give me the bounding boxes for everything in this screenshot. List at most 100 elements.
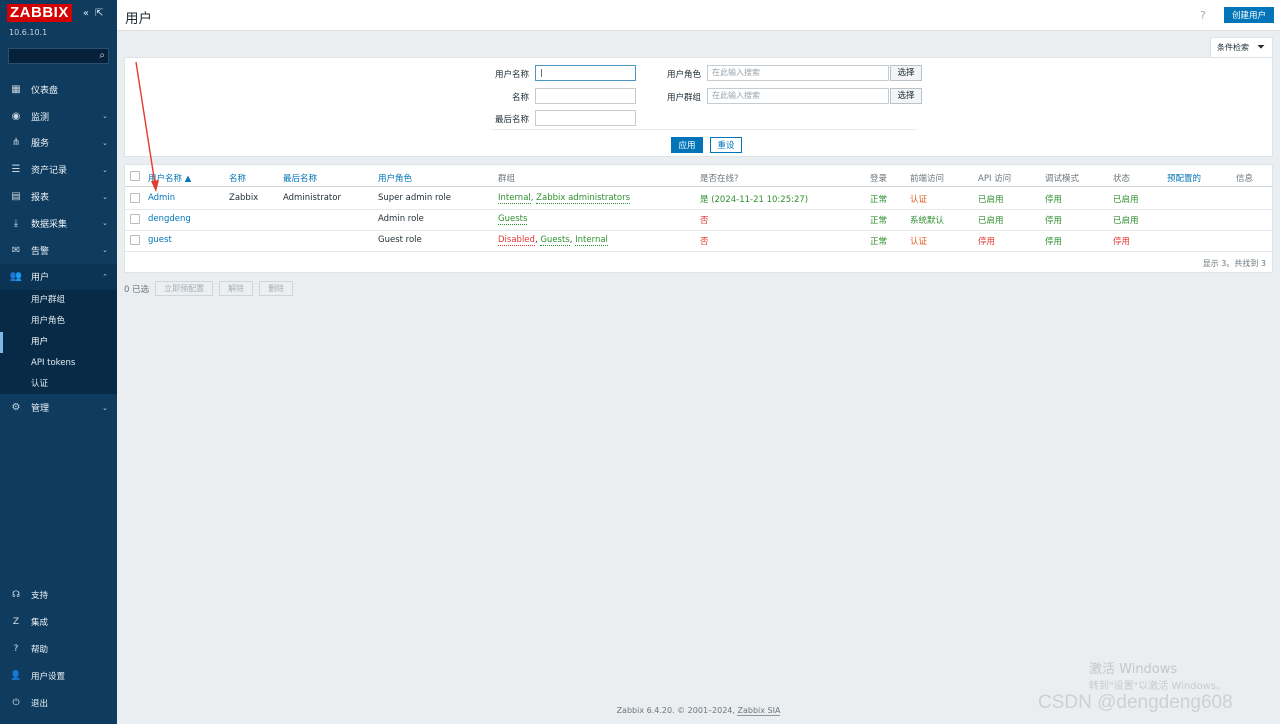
col-username[interactable]: 用户名称 ▲: [148, 174, 192, 184]
sidebar-search-input[interactable]: ⌕: [8, 48, 109, 64]
lastname-input[interactable]: [535, 110, 636, 126]
group-link[interactable]: Guests: [498, 214, 528, 225]
kiosk-mode-icon[interactable]: ⇱: [94, 7, 104, 19]
name-input[interactable]: [535, 88, 636, 104]
menu-alerts[interactable]: ✉ 告警 ⌄: [0, 237, 117, 264]
user-group-input[interactable]: 在此输入搜索: [707, 88, 889, 104]
menu-signout[interactable]: ⏻ 退出: [0, 689, 117, 716]
menu-services[interactable]: ⋔ 服务 ⌄: [0, 130, 117, 157]
submenu-user-groups[interactable]: 用户群组: [31, 295, 66, 306]
submenu-api-tokens[interactable]: API tokens: [31, 357, 76, 368]
selected-count: 0 已选: [124, 284, 150, 295]
apply-button[interactable]: 应用: [671, 137, 703, 153]
row-checkbox[interactable]: [130, 193, 140, 203]
logo-row: ZABBIX « ⇱: [0, 0, 117, 26]
menu-administration[interactable]: ⚙ 管理 ⌄: [0, 394, 117, 421]
user-status[interactable]: 已启用: [1113, 216, 1139, 226]
user-role-select-button[interactable]: 选择: [890, 65, 922, 81]
username-input[interactable]: |: [535, 65, 636, 81]
user-role-input[interactable]: 在此输入搜索: [707, 65, 889, 81]
activate-windows-hint: 转到"设置"以激活 Windows。: [1089, 681, 1227, 692]
col-role[interactable]: 用户角色: [378, 174, 413, 184]
col-status: 状态: [1113, 174, 1131, 184]
zabbix-logo[interactable]: ZABBIX: [7, 4, 72, 22]
col-lastname[interactable]: 最后名称: [283, 174, 318, 184]
integrations-icon: Z: [12, 617, 20, 628]
username-link[interactable]: guest: [148, 235, 172, 245]
chevron-down-icon: ⌄: [102, 138, 108, 147]
sidebar: ZABBIX « ⇱ 10.6.10.1 ⌕ ▦ 仪表盘 ◉ 监测 ⌄ ⋔ 服务…: [0, 0, 117, 724]
activate-windows-title: 激活 Windows: [1089, 662, 1178, 677]
col-login: 登录: [870, 174, 888, 184]
user-status[interactable]: 已启用: [1113, 195, 1139, 205]
user-role-label: 用户角色: [666, 70, 701, 80]
help-icon[interactable]: ?: [1200, 9, 1206, 22]
submenu-authentication[interactable]: 认证: [31, 378, 49, 389]
menu-help[interactable]: ? 帮助: [0, 636, 117, 663]
submenu-user-roles[interactable]: 用户角色: [31, 316, 66, 327]
footer: Zabbix 6.4.20. © 2001–2024, Zabbix SIA: [616, 706, 781, 716]
online-status: 是 (2024-11-21 10:25:27): [700, 195, 809, 205]
group-link[interactable]: Disabled: [498, 235, 535, 246]
users-submenu: 用户群组 用户角色 用户 API tokens 认证: [0, 290, 117, 395]
bottom-menu: ☊ 支持 Z 集成 ? 帮助 👤 用户设置 ⏻ 退出: [0, 582, 117, 716]
user-icon: 👤: [10, 670, 22, 681]
filter-icon: ⏷: [1257, 42, 1265, 53]
main-content: 用户 ? 创建用户 条件检索 ⏷ 用户名称 | 名称 最后名称 用户角色 在此输…: [117, 0, 1280, 724]
user-groups: Internal, Zabbix administrators: [498, 193, 631, 204]
filter-panel: 用户名称 | 名称 最后名称 用户角色 在此输入搜索 选择 用户群组 在此输入搜…: [124, 57, 1273, 157]
group-link[interactable]: Internal: [498, 193, 531, 204]
user-status[interactable]: 停用: [1113, 237, 1131, 247]
page-title: 用户: [125, 11, 152, 27]
submenu-users[interactable]: 用户: [0, 331, 117, 353]
user-name: Zabbix: [229, 193, 259, 203]
menu-data-collection[interactable]: ⤓ 数据采集 ⌄: [0, 210, 117, 237]
mail-icon: ✉: [11, 244, 21, 256]
reset-button[interactable]: 重设: [710, 137, 742, 153]
username-link[interactable]: Admin: [148, 193, 176, 203]
menu-dashboard[interactable]: ▦ 仪表盘: [0, 76, 117, 103]
online-status: 否: [700, 237, 709, 247]
api-access: 已启用: [978, 216, 1004, 226]
menu-user-settings[interactable]: 👤 用户设置: [10, 670, 66, 682]
col-info: 信息: [1236, 174, 1254, 184]
footer-link[interactable]: Zabbix SIA: [737, 706, 781, 716]
user-lastname: Administrator: [283, 193, 341, 203]
download-icon: ⤓: [13, 217, 19, 229]
user-group-select-button[interactable]: 选择: [890, 88, 922, 104]
menu-monitoring[interactable]: ◉ 监测 ⌄: [0, 103, 117, 130]
username-label: 用户名称: [494, 70, 529, 80]
menu-users[interactable]: 👥 用户 ⌃: [0, 263, 117, 291]
username-link[interactable]: dengdeng: [148, 214, 191, 224]
create-user-button[interactable]: 创建用户: [1223, 7, 1274, 23]
power-icon: ⏻: [12, 697, 20, 708]
user-group-label: 用户群组: [666, 93, 701, 103]
csdn-watermark: CSDN @dengdeng608: [1038, 692, 1233, 713]
col-name[interactable]: 名称: [229, 174, 247, 184]
chevron-down-icon: ⌄: [102, 112, 108, 121]
delete-button[interactable]: 删除: [259, 281, 294, 296]
row-checkbox[interactable]: [130, 235, 140, 245]
online-status: 否: [700, 216, 709, 226]
menu-inventory[interactable]: ☰ 资产记录 ⌄: [0, 156, 117, 183]
menu-reports[interactable]: ▤ 报表 ⌄: [0, 183, 117, 210]
menu-support[interactable]: ☊ 支持: [12, 590, 49, 602]
search-icon[interactable]: ⌕: [99, 50, 105, 61]
group-link[interactable]: Internal: [575, 235, 608, 246]
frontend-access: 认证: [910, 237, 928, 247]
col-provisioned[interactable]: 预配置的: [1167, 174, 1202, 184]
row-checkbox[interactable]: [130, 214, 140, 224]
unblock-button[interactable]: 解除: [219, 281, 254, 296]
chevron-down-icon: ⌄: [102, 403, 108, 412]
menu-integrations[interactable]: Z 集成: [0, 609, 117, 636]
col-groups: 群组: [498, 174, 516, 184]
login-status: 正常: [870, 195, 888, 205]
debug-mode: 停用: [1045, 195, 1063, 205]
filter-tab[interactable]: 条件检索 ⏷: [1210, 37, 1273, 57]
group-link[interactable]: Zabbix administrators: [536, 193, 631, 204]
user-role: Guest role: [378, 235, 422, 245]
group-link[interactable]: Guests: [540, 235, 570, 246]
provision-now-button[interactable]: 立即预配置: [155, 281, 214, 296]
collapse-sidebar-icon[interactable]: «: [82, 7, 89, 19]
select-all-checkbox[interactable]: [130, 171, 140, 181]
